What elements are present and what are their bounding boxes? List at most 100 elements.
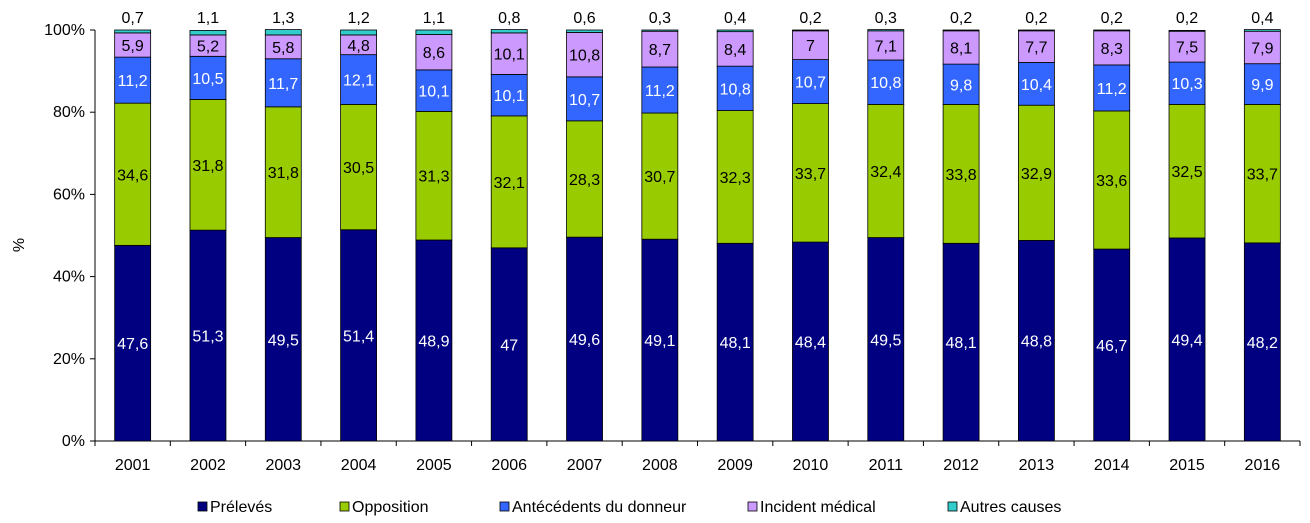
x-tick-label: 2008 [642, 457, 678, 474]
data-label: 11,2 [1097, 81, 1127, 98]
data-label: 10,8 [720, 81, 751, 98]
data-label: 10,7 [795, 75, 826, 92]
data-label: 48,8 [1021, 334, 1052, 351]
bar-stack-2014: 46,7 33,6 11,2 8,3 0,2 [1093, 10, 1131, 442]
x-tick-label: 2004 [341, 457, 377, 474]
bar-segment [641, 30, 679, 68]
data-label: 10,4 [1021, 77, 1052, 94]
legend-swatch [747, 501, 758, 512]
y-tick-label: 100% [44, 22, 85, 39]
data-label: 8,4 [724, 42, 746, 59]
bar-segment [340, 229, 377, 442]
data-label: 8,3 [1101, 41, 1123, 58]
bar-segment [415, 110, 453, 241]
data-label: 10,8 [569, 48, 600, 65]
x-tick-label: 2013 [1019, 457, 1055, 474]
data-label: 0,2 [799, 10, 821, 27]
bar-segment [264, 58, 302, 108]
data-label: 7,9 [1251, 40, 1273, 57]
bar-stack-2015: 49,4 32,5 10,3 7,5 0,2 [1168, 10, 1206, 442]
bar-stack-2010: 48,4 33,7 10,7 7 0,2 [792, 10, 829, 442]
bar-segment [1168, 237, 1206, 442]
bar-segment [1018, 29, 1055, 32]
bar-segment [716, 65, 754, 111]
x-tick-label: 2016 [1245, 457, 1281, 474]
data-label: 1,2 [347, 10, 369, 27]
x-tick-label: 2006 [491, 457, 527, 474]
bar-segment [566, 76, 603, 122]
data-label: 0,4 [1251, 10, 1273, 27]
legend-item: Incident médical [747, 499, 876, 516]
data-label: 49,5 [870, 332, 901, 349]
bar-stack-2003: 49,5 31,8 11,7 5,8 1,3 [264, 10, 302, 442]
y-tick-label: 40% [53, 269, 85, 286]
data-label: 7,7 [1025, 40, 1047, 57]
data-label: 33,6 [1096, 173, 1127, 190]
x-tick-label: 2005 [416, 457, 452, 474]
x-tick-label: 2001 [115, 457, 151, 474]
data-label: 48,1 [946, 335, 977, 352]
x-tick-label: 2003 [265, 457, 301, 474]
data-label: 1,1 [423, 10, 445, 27]
legend-label: Prélevés [210, 499, 272, 516]
data-label: 31,3 [418, 169, 449, 186]
data-label: 4,8 [347, 38, 369, 55]
data-label: 32,9 [1021, 166, 1052, 183]
bar-segment [1168, 30, 1206, 63]
data-label: 10,5 [192, 71, 223, 88]
y-tick-label: 20% [53, 351, 85, 368]
bar-segment [264, 29, 302, 36]
data-label: 8,6 [423, 45, 445, 62]
data-label: 31,8 [192, 158, 223, 175]
bar-segment [792, 59, 829, 104]
bar-segment [641, 112, 679, 240]
data-label: 49,5 [268, 332, 299, 349]
x-tick-label: 2015 [1169, 457, 1205, 474]
data-label: 5,9 [122, 38, 144, 55]
bar-segment [1243, 63, 1281, 105]
bar-segment [942, 242, 980, 442]
legend-swatch [339, 501, 350, 512]
data-label: 47 [500, 337, 518, 354]
bar-segment [114, 32, 152, 58]
y-axis-label: % [11, 238, 28, 252]
data-label: 32,4 [870, 164, 901, 181]
legend-label: Antécédents du donneur [512, 499, 687, 516]
bar-segment [716, 31, 754, 67]
bar-segment [415, 34, 453, 71]
legend-label: Opposition [352, 499, 429, 516]
data-label: 0,4 [724, 10, 746, 27]
x-tick-label: 2014 [1094, 457, 1130, 474]
bar-stack-2008: 49,1 30,7 11,2 8,7 0,3 [641, 10, 679, 442]
bar-stack-2012: 48,1 33,8 9,8 8,1 0,2 [942, 10, 980, 442]
bar-segment [1093, 30, 1131, 66]
data-label: 11,2 [118, 73, 148, 90]
data-label: 48,9 [418, 334, 449, 351]
plot-area: 0% 20% 40% 60% 80% 100% 47,6 34,6 11,2 5,9 0,7 2001… [44, 10, 1301, 474]
data-label: 32,3 [720, 170, 751, 187]
x-tick-label: 2009 [717, 457, 753, 474]
bar-stack-2009: 48,1 32,3 10,8 8,4 0,4 [716, 10, 754, 442]
data-label: 0,2 [950, 10, 972, 27]
bar-stack-2013: 48,8 32,9 10,4 7,7 0,2 [1018, 10, 1055, 442]
bar-segment [340, 103, 377, 231]
y-tick-label: 80% [53, 104, 85, 121]
data-label: 0,2 [1101, 10, 1123, 27]
bar-segment [1018, 104, 1055, 241]
data-label: 0,6 [573, 10, 595, 27]
data-label: 32,5 [1171, 164, 1202, 181]
data-label: 49,4 [1171, 332, 1202, 349]
data-label: 33,7 [1247, 167, 1278, 184]
data-label: 7 [806, 38, 815, 55]
bar-stack-2004: 51,4 30,5 12,1 4,8 1,2 [340, 10, 377, 442]
bar-segment [114, 29, 152, 34]
bar-segment [1093, 110, 1131, 250]
bar-segment [641, 66, 679, 114]
bar-segment [340, 54, 377, 105]
data-label: 0,2 [1176, 10, 1198, 27]
y-tick-label: 0% [62, 433, 85, 450]
legend-item: Autres causes [947, 499, 1061, 516]
data-label: 0,3 [875, 10, 897, 27]
x-tick-label: 2002 [190, 457, 226, 474]
bar-segment [867, 59, 905, 105]
